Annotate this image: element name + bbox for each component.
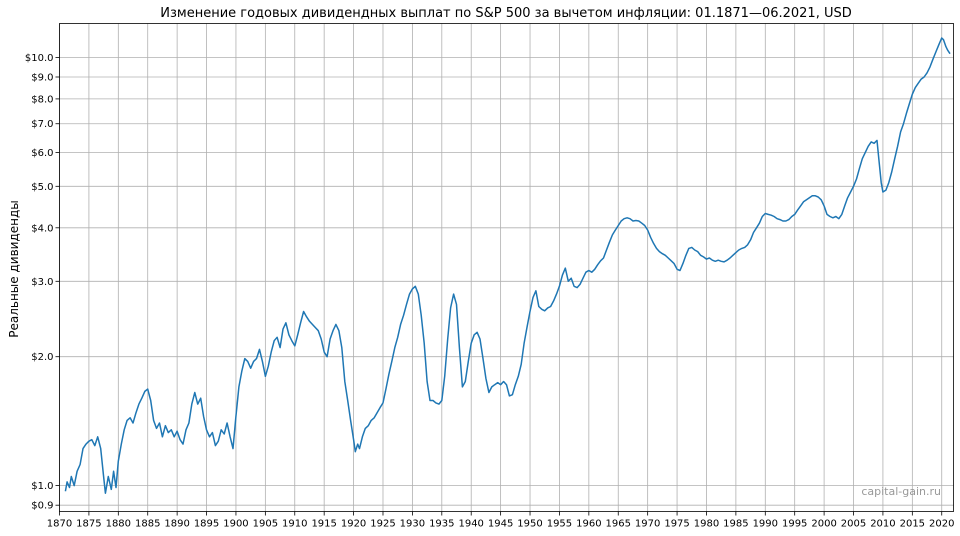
series-line-real-dividends (64, 37, 951, 494)
x-tick-label: 2015 (900, 519, 925, 530)
y-tick-label: $10.0 (25, 53, 54, 64)
x-tick-label: 1895 (194, 519, 219, 530)
y-tick-label: $6.0 (31, 148, 53, 159)
x-tick-label: 1960 (576, 519, 601, 530)
x-tick-label: 2000 (811, 519, 836, 530)
y-tick-label: $9.0 (31, 72, 53, 83)
x-tick-label: 1925 (370, 519, 395, 530)
watermark: capital-gain.ru (861, 485, 941, 498)
x-tick-label: 1890 (164, 519, 189, 530)
chart-title: Изменение годовых дивидендных выплат по … (160, 6, 852, 21)
x-tick-label: 1975 (664, 519, 689, 530)
x-tick-label: 1870 (47, 519, 72, 530)
x-tick-label: 1945 (488, 519, 513, 530)
x-tick-label: 1875 (76, 519, 101, 530)
x-tick-label: 2005 (841, 519, 866, 530)
x-tick-label: 1970 (635, 519, 660, 530)
x-tick-label: 1915 (311, 519, 336, 530)
y-tick-label: $1.0 (31, 481, 53, 492)
x-tick-label: 1935 (429, 519, 454, 530)
plot-frame (59, 23, 954, 512)
x-tick-label: 1930 (400, 519, 425, 530)
y-tick-label: $8.0 (31, 94, 53, 105)
y-tick-label: $3.0 (31, 277, 53, 288)
x-tick-label: 1910 (282, 519, 307, 530)
x-tick-label: 2010 (870, 519, 895, 530)
x-tick-label: 1920 (341, 519, 366, 530)
x-tick-labels: 1870 1875 1880 1885 1890 1895 1900 1905 1910 1915… (47, 519, 955, 530)
x-tick-label: 1990 (753, 519, 778, 530)
x-tick-label: 1900 (223, 519, 248, 530)
x-tick-label: 1965 (606, 519, 631, 530)
y-tick-label: $0.9 (31, 501, 53, 512)
x-tick-label: 2020 (929, 519, 954, 530)
y-axis-label: Реальные дивиденды (7, 200, 21, 338)
x-tick-label: 1950 (517, 519, 542, 530)
y-tick-labels: $0.9 $1.0 $2.0 $3.0 $4.0 $5.0 $6.0 $7.0 $8.0 $9.0… (25, 53, 54, 512)
x-tick-label: 1885 (135, 519, 160, 530)
y-tick-label: $5.0 (31, 182, 53, 193)
x-tick-label: 1955 (547, 519, 572, 530)
x-tick-label: 1980 (694, 519, 719, 530)
grid-layer (55, 23, 954, 516)
x-tick-label: 1880 (106, 519, 131, 530)
x-tick-label: 1985 (723, 519, 748, 530)
y-tick-label: $2.0 (31, 352, 53, 363)
y-tick-label: $7.0 (31, 119, 53, 130)
x-tick-label: 1940 (458, 519, 483, 530)
y-tick-label: $4.0 (31, 223, 53, 234)
x-tick-label: 1905 (253, 519, 278, 530)
x-tick-label: 1995 (782, 519, 807, 530)
